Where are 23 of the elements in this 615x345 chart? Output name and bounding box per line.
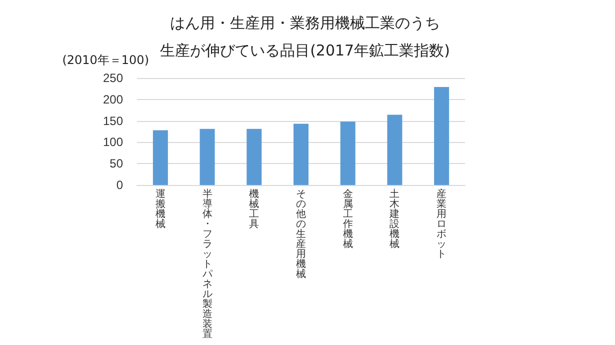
bar [294,124,308,185]
category-label: 半導体・フラットパネル製造装置 [202,189,212,340]
chart-subtitle: 生産が伸びている品目(2017年鉱工業指数) [160,42,450,60]
bar [200,128,215,185]
bar [434,86,450,185]
x-tick-label: 運搬機械 [154,189,166,230]
bar [340,122,356,185]
y-tick-label: 50 [110,156,124,171]
y-tick-label: 250 [102,71,124,85]
y-axis-title: (2010年＝100) [62,53,149,67]
bar [152,130,168,185]
y-tick-label: 0 [116,178,124,192]
y-tick-label: 150 [102,114,124,128]
bar [387,114,402,185]
bar [246,128,262,185]
y-tick-label: 200 [102,92,124,106]
y-tick-label: 100 [102,135,124,150]
x-tick-label: 機械工具 [248,189,260,230]
x-tick-label: 産業用ロボット [436,189,448,260]
x-tick-label: 金属工作機械 [342,189,354,250]
category-label: その他の生産用機械 [296,189,306,280]
x-tick-label: 土木建設機械 [389,189,400,250]
chart-title: はん用・生産用・業務用機械工業のうち [170,14,440,32]
